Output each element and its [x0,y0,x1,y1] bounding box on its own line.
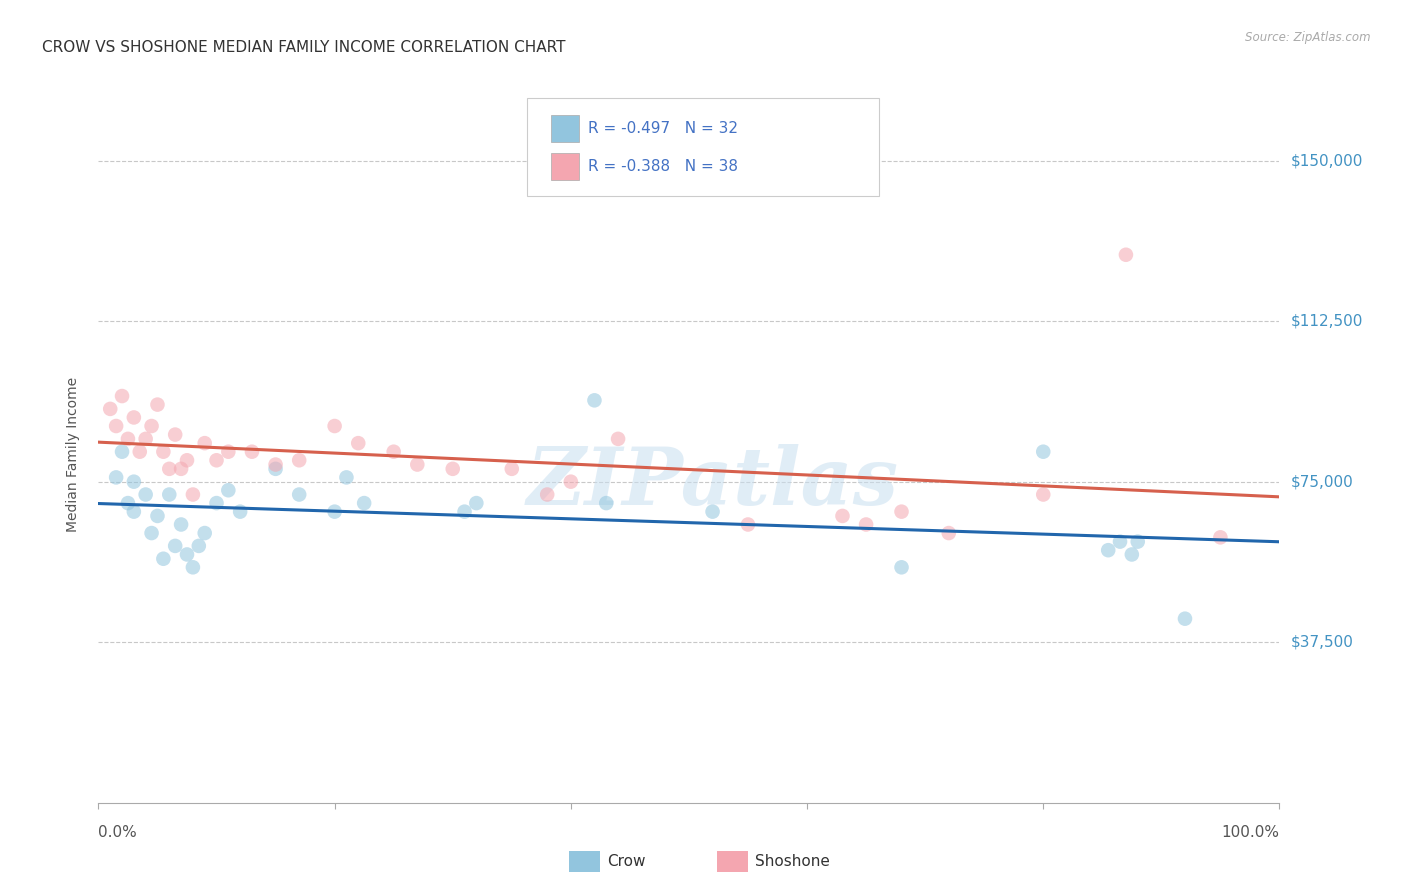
Text: CROW VS SHOSHONE MEDIAN FAMILY INCOME CORRELATION CHART: CROW VS SHOSHONE MEDIAN FAMILY INCOME CO… [42,40,565,55]
Point [702,505,724,519]
Point [165,427,187,442]
Point [607,432,630,446]
Point [157,487,180,501]
Point [146,508,169,523]
Text: $150,000: $150,000 [1291,153,1362,168]
Point [111,389,134,403]
Point [560,475,582,489]
Point [583,393,606,408]
Point [194,526,217,541]
Point [264,458,287,472]
Point [1032,444,1054,458]
Text: R = -0.388   N = 38: R = -0.388 N = 38 [588,160,738,174]
Text: $112,500: $112,500 [1291,314,1362,328]
Text: 0.0%: 0.0% [98,825,138,840]
Point [229,505,252,519]
Point [288,487,311,501]
Point [406,458,429,472]
Point [831,508,853,523]
Text: ZIPatlas: ZIPatlas [526,444,898,522]
Point [1097,543,1119,558]
Point [105,419,128,434]
Point [141,419,163,434]
Point [170,462,193,476]
Point [536,487,558,501]
Point [347,436,370,450]
Point [176,453,198,467]
Point [122,410,145,425]
Point [890,560,912,574]
Point [205,453,228,467]
Point [152,551,174,566]
Point [128,444,150,458]
Text: $37,500: $37,500 [1291,635,1354,649]
Point [938,526,960,541]
Point [1109,534,1132,549]
Point [122,505,145,519]
Point [240,444,263,458]
Point [217,483,239,498]
Point [1209,530,1232,544]
Y-axis label: Median Family Income: Median Family Income [66,377,80,533]
Point [501,462,523,476]
Point [187,539,209,553]
Point [141,526,163,541]
Point [1126,534,1149,549]
Point [382,444,405,458]
Point [264,462,287,476]
Point [135,432,157,446]
Point [146,398,169,412]
Point [855,517,877,532]
Point [323,505,346,519]
Point [441,462,464,476]
Point [170,517,193,532]
Text: 100.0%: 100.0% [1222,825,1279,840]
Point [152,444,174,458]
Point [165,539,187,553]
Point [737,517,759,532]
Point [181,560,204,574]
Point [117,496,139,510]
Point [890,505,912,519]
Point [595,496,617,510]
Text: Crow: Crow [607,855,645,869]
Text: $75,000: $75,000 [1291,475,1354,489]
Point [465,496,488,510]
Point [1032,487,1054,501]
Point [1174,612,1197,626]
Point [194,436,217,450]
Text: Shoshone: Shoshone [755,855,830,869]
Point [335,470,357,484]
Point [323,419,346,434]
Point [217,444,239,458]
Point [176,548,198,562]
Point [117,432,139,446]
Text: Source: ZipAtlas.com: Source: ZipAtlas.com [1246,31,1371,45]
Point [122,475,145,489]
Point [288,453,311,467]
Point [111,444,134,458]
Point [1121,548,1143,562]
Point [1115,248,1137,262]
Text: R = -0.497   N = 32: R = -0.497 N = 32 [588,121,738,136]
Point [353,496,375,510]
Point [181,487,204,501]
Point [157,462,180,476]
Point [135,487,157,501]
Point [105,470,128,484]
Point [98,401,121,416]
Point [453,505,475,519]
Point [205,496,228,510]
